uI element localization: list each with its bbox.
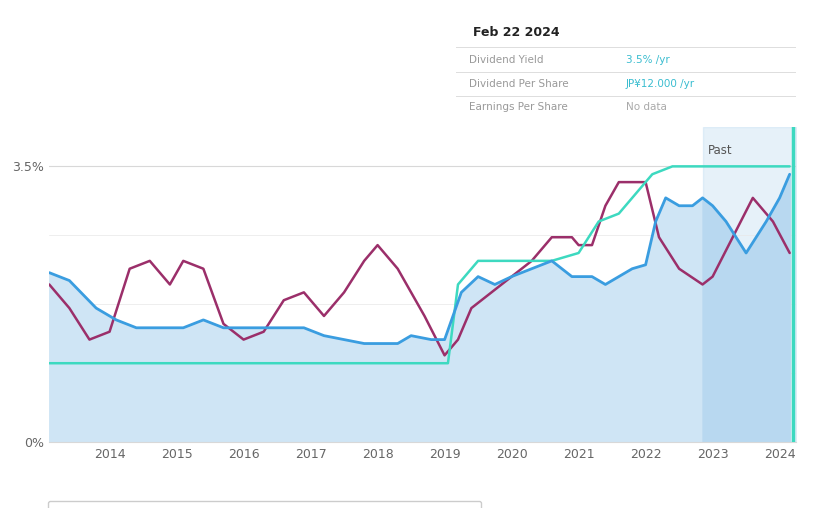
Text: Dividend Per Share: Dividend Per Share [470,79,569,89]
Text: Earnings Per Share: Earnings Per Share [470,102,568,112]
Text: Dividend Yield: Dividend Yield [470,55,544,66]
Text: Past: Past [708,144,732,157]
Text: JP¥12.000 /yr: JP¥12.000 /yr [626,79,695,89]
Text: Feb 22 2024: Feb 22 2024 [473,26,559,39]
Text: 3.5% /yr: 3.5% /yr [626,55,670,66]
Text: No data: No data [626,102,667,112]
Legend: Dividend Yield, Dividend Per Share, Earnings Per Share: Dividend Yield, Dividend Per Share, Earn… [48,501,481,508]
